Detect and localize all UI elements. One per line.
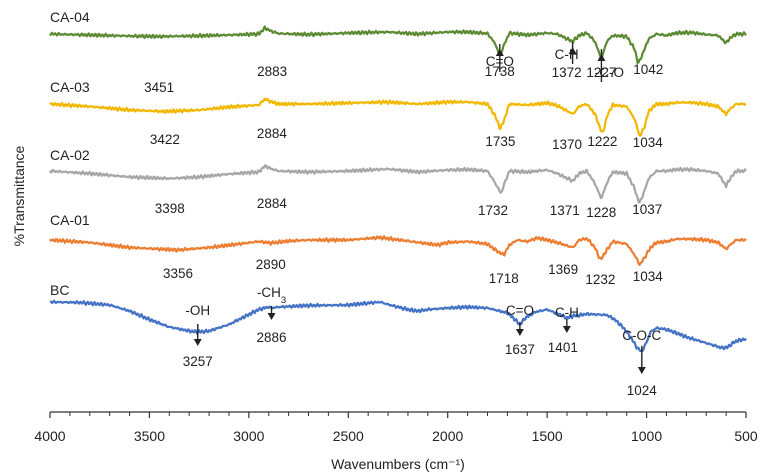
series-line-bc (49, 299, 747, 353)
peak-label-ca-02-3398: 3398 (155, 201, 185, 216)
spectrum-curves (49, 25, 747, 353)
x-tick-label: 2500 (333, 428, 364, 444)
x-tick-label: 1000 (631, 428, 662, 444)
peak-label-ca-01-1034: 1034 (633, 269, 664, 284)
group-label-bc-1637: C=O (506, 303, 534, 318)
group-label-bc-3257: -OH (185, 303, 210, 318)
x-tick-label: 2000 (432, 428, 463, 444)
x-tick-label: 3500 (134, 428, 165, 444)
peak-label-ca-01-1718: 1718 (489, 271, 519, 286)
peak-label-ca-03-1735: 1735 (485, 134, 515, 149)
arrow-head-icon (495, 49, 504, 56)
peak-label-ca-04-1042: 1042 (633, 62, 663, 77)
y-axis-title: %Transmittance (11, 145, 27, 246)
series-labels: CA-04 CA-03 CA-02 CA-01 BC (50, 9, 90, 298)
peak-label-bc-1401: 1401 (548, 340, 578, 355)
group-label-ca-04-1372: C-H (555, 47, 579, 62)
arrow-head-icon (515, 329, 524, 336)
series-label-ca-02: CA-02 (50, 147, 90, 163)
peak-label-bc-1637: 1637 (505, 342, 535, 357)
peak-label-bc-3257: 3257 (183, 354, 213, 369)
group-label-bc-1401: C-H (555, 305, 579, 320)
series-label-ca-04: CA-04 (50, 9, 90, 25)
x-tick-label: 3000 (233, 428, 264, 444)
peak-label-ca-03-1034: 1034 (633, 135, 664, 150)
peak-label-ca-04-3451: 3451 (144, 80, 174, 95)
peak-label-ca-01-2890: 2890 (256, 257, 286, 272)
peak-label-ca-03-1222: 1222 (587, 134, 617, 149)
arrow-head-icon (193, 339, 202, 346)
series-line-ca-04 (49, 25, 747, 64)
arrow-head-icon (568, 47, 577, 54)
peak-label-ca-04-1372: 1372 (552, 65, 582, 80)
group-label-bc-2886: -CH3 (257, 285, 286, 306)
group-label-ca-04-1227: -C-O (595, 65, 624, 80)
arrow-head-icon (267, 313, 276, 320)
group-label-bc-1024: C-O-C (622, 328, 661, 343)
series-label-bc: BC (50, 282, 69, 298)
arrow-head-icon (597, 54, 606, 61)
peak-label-ca-01-3356: 3356 (163, 266, 193, 281)
x-axis-title: Wavenumbers (cm⁻¹) (331, 456, 465, 472)
peak-label-ca-04-2883: 2883 (257, 64, 287, 79)
series-label-ca-03: CA-03 (50, 79, 90, 95)
x-tick-label: 500 (734, 428, 758, 444)
peak-label-ca-01-1232: 1232 (585, 272, 615, 287)
peak-label-bc-2886: 2886 (257, 330, 287, 345)
peak-label-ca-03-3422: 3422 (150, 132, 180, 147)
peak-label-ca-02-1371: 1371 (550, 203, 580, 218)
peak-label-ca-03-1370: 1370 (552, 137, 582, 152)
x-tick-label: 1500 (532, 428, 563, 444)
peak-label-ca-03-2884: 2884 (257, 126, 288, 141)
series-label-ca-01: CA-01 (50, 212, 90, 228)
x-axis: 4000 3500 3000 2500 2000 1500 1000 500 (34, 411, 758, 444)
series-line-ca-03 (49, 97, 747, 137)
series-line-ca-01 (49, 235, 747, 266)
x-tick-label: 4000 (34, 428, 65, 444)
peak-label-ca-02-1228: 1228 (586, 205, 616, 220)
arrow-head-icon (637, 367, 646, 374)
series-line-ca-02 (49, 164, 747, 204)
peak-label-ca-02-2884: 2884 (257, 196, 288, 211)
arrow-head-icon (562, 326, 571, 333)
peak-label-bc-1024: 1024 (627, 383, 658, 398)
peak-label-ca-02-1037: 1037 (632, 202, 662, 217)
peak-label-ca-02-1732: 1732 (478, 203, 508, 218)
peak-label-ca-01-1369: 1369 (548, 262, 578, 277)
